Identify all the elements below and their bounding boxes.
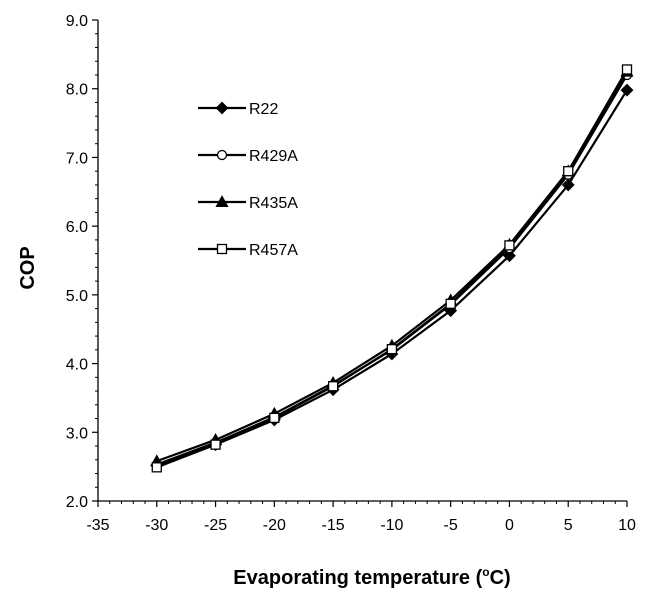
x-tick-label: -20 [263, 517, 286, 534]
series-r22 [150, 83, 634, 472]
x-tick-label: -30 [145, 517, 168, 534]
data-point [563, 166, 574, 177]
series-r429a [151, 69, 633, 470]
y-tick-label: 2.0 [66, 494, 88, 511]
x-tick-label: 10 [618, 517, 636, 534]
legend-entry-r435a: R435A [198, 195, 298, 212]
x-tick-label: -10 [380, 517, 403, 534]
chart-legend: R22 R429A R435A R457A [198, 101, 298, 259]
series-line [156, 74, 628, 466]
legend-marker [215, 195, 229, 208]
y-tick-label: 4.0 [66, 357, 88, 374]
y-tick-label: 3.0 [66, 425, 88, 442]
y-tick-label: 8.0 [66, 82, 88, 99]
legend-label: R429A [249, 148, 298, 165]
data-point [269, 412, 280, 424]
x-tick-label: -5 [444, 517, 458, 534]
data-point [621, 64, 633, 75]
x-axis-title-superscript: o [482, 565, 489, 579]
legend-label: R435A [249, 195, 298, 212]
data-point [445, 298, 456, 309]
legend-label: R457A [249, 242, 298, 259]
x-tick-label: -15 [322, 517, 345, 534]
series-line [156, 70, 628, 463]
series-r457a [151, 64, 633, 473]
legend-entry-r429a: R429A [198, 148, 298, 165]
series-line [156, 89, 628, 467]
data-point [561, 178, 575, 192]
series-layer [150, 64, 634, 473]
y-axis-title: COP [17, 246, 39, 289]
data-point [620, 83, 634, 97]
y-tick-label: 7.0 [66, 150, 88, 167]
legend-entry-r457a: R457A [198, 242, 298, 259]
series-r435a [150, 64, 634, 467]
y-tick-label: 9.0 [66, 13, 88, 30]
x-axis-title-main: Evaporating temperature ( [233, 567, 482, 589]
data-point [503, 249, 516, 263]
y-tick-label: 6.0 [66, 219, 88, 236]
legend-entry-r22: R22 [198, 101, 278, 118]
legend-marker [216, 243, 228, 255]
x-tick-label: -25 [204, 517, 227, 534]
x-axis-title-tail: C) [490, 567, 511, 589]
x-axis-title-text: Evaporating temperature (oC) [233, 565, 510, 589]
x-tick-label: 0 [505, 517, 514, 534]
series-line [156, 68, 628, 469]
data-point [151, 462, 162, 473]
y-tick-label: 5.0 [66, 288, 88, 305]
x-tick-label: 5 [564, 517, 573, 534]
legend-marker [216, 149, 228, 161]
chart-axes: 2.0 3.0 4.0 5.0 6.0 7.0 8.0 9.0 -35 -30 -25 -20 -15 -… [66, 13, 636, 534]
legend-marker [215, 101, 229, 115]
x-axis-title: Evaporating temperature (oC) [233, 565, 510, 589]
data-point [210, 439, 221, 450]
data-point [386, 343, 398, 355]
x-tick-label: -35 [86, 517, 109, 534]
data-point [504, 240, 515, 251]
data-point [327, 381, 339, 392]
legend-label: R22 [249, 101, 278, 118]
